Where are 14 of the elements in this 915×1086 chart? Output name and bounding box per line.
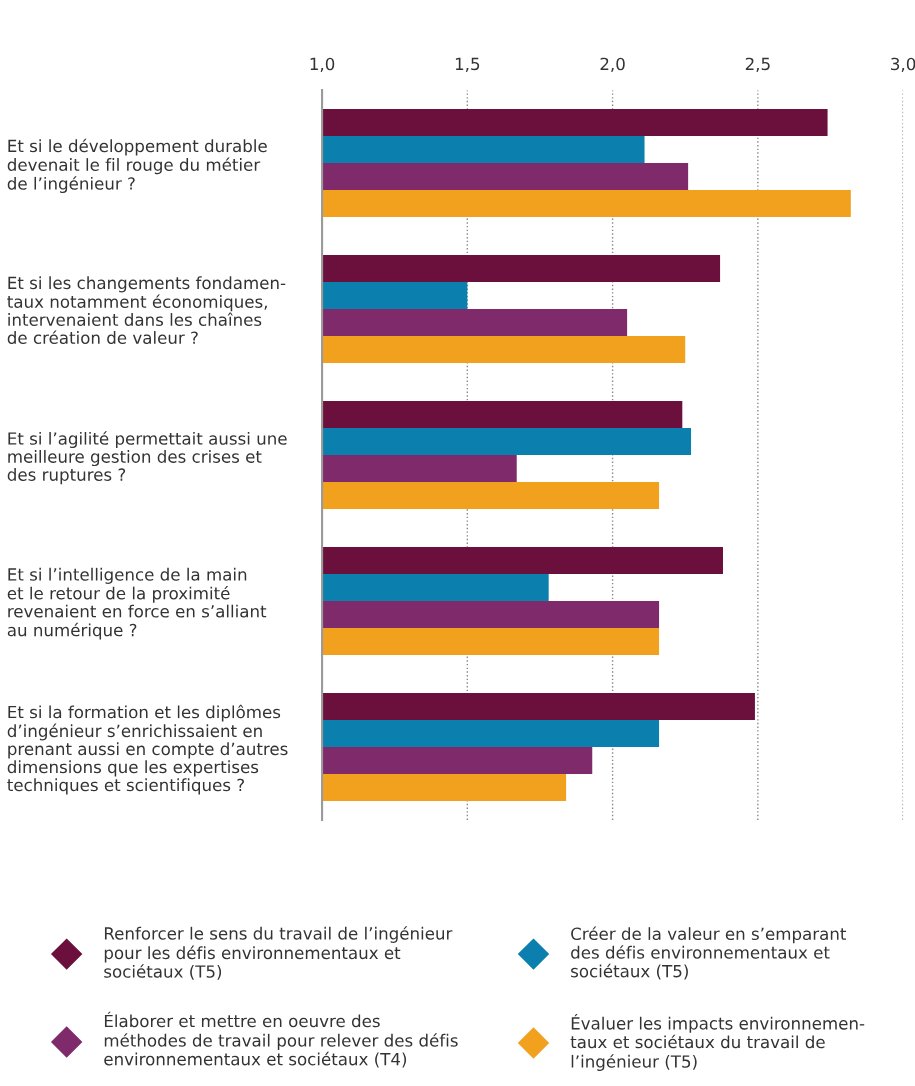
x-tick-label: 1,0: [310, 57, 335, 72]
legend-label: Renforcer le sens du travail de l’ingénieur pour les défis environnementaux et sociétaux (T5): [104, 926, 453, 980]
y-tick-label: Et si le développement durable devenait le fil rouge du métier de l’ingénieur ?: [7, 138, 267, 194]
legend-label: Évaluer les impacts environnemen- taux et sociétaux du travail de l’ingénieur (T5): [570, 1013, 865, 1071]
x-tick-label: 2,0: [600, 57, 625, 72]
x-tick-label: 1,5: [455, 57, 480, 72]
y-tick-label: Et si les changements fondamen- taux notamment économiques, intervenaient dans les chaînes de création de valeur ?: [7, 276, 286, 345]
legend-label: Élaborer et mettre en oeuvre des méthodes de travail pour relever des défis environnementaux et sociétaux (T4): [104, 1011, 458, 1068]
y-tick-label: Et si l’intelligence de la main et le retour de la proximité revenaient en force en s’alliant au numérique ?: [7, 567, 267, 640]
y-tick-label: Et si la formation et les diplômes d’ingénieur s’enrichissaient en prenant aussi en compte d’autres dimensions que les expertises techniques et scientifiques ?: [7, 704, 288, 795]
y-tick-label: Et si l’agilité permettait aussi une meilleure gestion des crises et des ruptures ?: [7, 431, 287, 485]
legend-label: Créer de la valeur en s’emparant des défis environnementaux et sociétaux (T5): [571, 926, 847, 980]
x-tick-label: 3,0: [891, 57, 915, 72]
x-tick-label: 2,5: [745, 57, 770, 72]
